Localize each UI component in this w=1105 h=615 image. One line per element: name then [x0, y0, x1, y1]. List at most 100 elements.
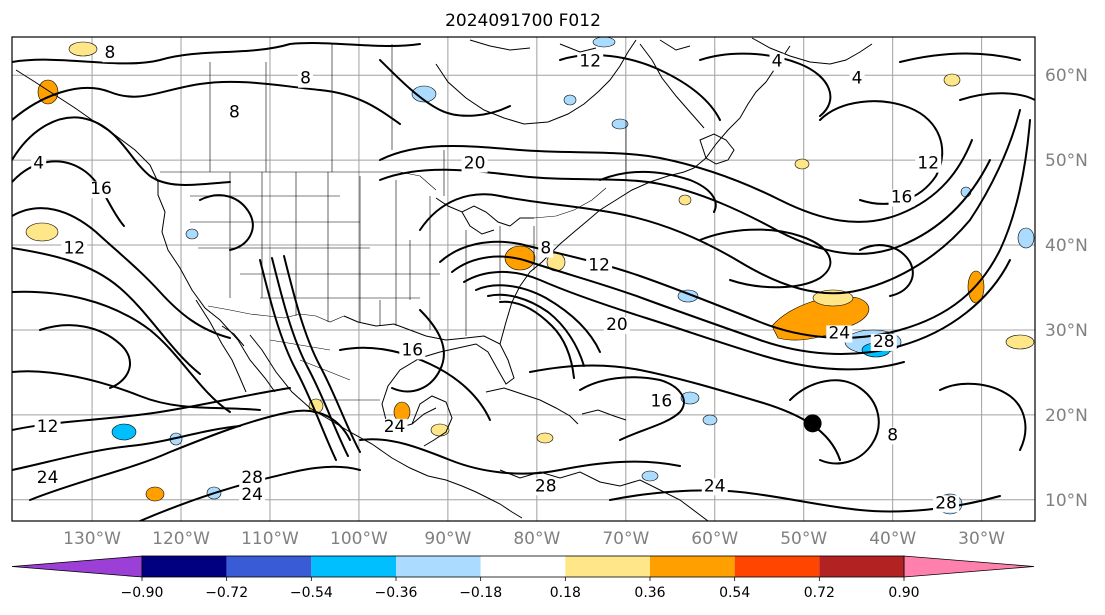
coastline-us-east [499, 167, 695, 345]
shade-positive-patch [1005, 334, 1035, 350]
contour-line [439, 119, 1031, 339]
lon-tick-label: 130°W [63, 529, 121, 549]
contour-label: 12 [37, 417, 59, 437]
shade-negative-patch [677, 289, 699, 303]
colorbar-tick-label: 0.36 [634, 585, 665, 601]
lon-tick-label: 80°W [513, 529, 560, 549]
shade-positive-band [771, 296, 870, 341]
shade-positive-patch [430, 423, 450, 437]
contour-line [12, 290, 231, 413]
contour-line [487, 293, 585, 367]
contour-label: 16 [90, 179, 112, 199]
shade-negative-patch [111, 423, 137, 441]
shade-positive-patch [794, 158, 810, 170]
coastline-pacific-northwest [15, 69, 276, 393]
shade-negative-patch [185, 228, 199, 240]
colorbar-over-extension [903, 555, 1035, 578]
contour-label-halo [849, 70, 865, 88]
colorbar-swatch [396, 556, 481, 577]
border-mexico-states [269, 339, 380, 401]
latitude-labels: 60°N 50°N 40°N 30°N 20°N 10°N [1045, 66, 1088, 511]
contour-line [379, 139, 973, 223]
contour-label: 4 [772, 52, 783, 72]
border-canada-provinces [209, 44, 627, 196]
colorbar-swatch [226, 556, 312, 577]
shade-positive-patch [68, 41, 98, 57]
contour-label-halo [701, 478, 728, 496]
border-us-canada [160, 171, 607, 219]
contour-line [899, 52, 1035, 101]
colorbar-tick-label: −0.18 [459, 585, 502, 601]
contour-line [609, 489, 1001, 513]
contour-label: 16 [891, 188, 913, 208]
contour-label: 8 [229, 103, 240, 123]
storm-marker [803, 414, 822, 433]
colorbar-swatch [565, 556, 650, 577]
contour-line [699, 228, 832, 289]
contour-label: 12 [588, 256, 610, 276]
contour-label: 12 [63, 239, 85, 259]
contour-line [359, 438, 681, 475]
colorbar-swatch [480, 556, 566, 577]
colorbar-swatch [819, 556, 904, 577]
colorbar-tick-label: 0.18 [550, 585, 581, 601]
contour-line [419, 109, 1021, 295]
contour-line [475, 284, 601, 353]
shade-positive-patch [145, 486, 165, 502]
lon-tick-label: 120°W [152, 529, 210, 549]
lat-tick-label: 40°N [1045, 236, 1088, 256]
lon-tick-label: 90°W [424, 529, 471, 549]
colorbar-under-extension [11, 555, 143, 578]
coastline-hispaniola [581, 409, 627, 421]
contour-label-halo [603, 316, 630, 334]
contour-line [379, 59, 511, 117]
shade-negative-patch [563, 94, 577, 106]
storm-center-dot [803, 414, 822, 433]
contour-line [12, 160, 125, 227]
shade-positive-patch [25, 222, 59, 242]
contour-label-halo [826, 325, 853, 343]
contour-label-halo [769, 53, 785, 71]
contour-line [39, 324, 131, 389]
contour-label: 16 [651, 391, 673, 411]
contour-label-halo [888, 189, 915, 207]
contour-line [12, 247, 201, 375]
coastline-labrador [639, 43, 705, 129]
contour-label-halo [61, 240, 88, 258]
colorbar-swatch [650, 556, 735, 577]
contour-label: 24 [241, 485, 263, 505]
contour-label-halo [399, 342, 426, 360]
lat-tick-label: 50°N [1045, 151, 1088, 171]
lon-tick-label: 100°W [330, 529, 388, 549]
lat-tick-label: 30°N [1045, 321, 1088, 341]
shaded-anomaly-fields [25, 37, 1035, 515]
contour-label: 8 [104, 43, 115, 63]
contour-line [259, 259, 337, 461]
map-background [12, 37, 1035, 521]
contour-label-halo [586, 257, 613, 275]
contour-line [463, 271, 905, 371]
contour-label-halo [461, 155, 488, 173]
contour-label-halo [885, 427, 901, 445]
contour-label-halo [381, 418, 408, 436]
colorbar-tick-label: 0.72 [804, 585, 835, 601]
colorbar-tick-label: −0.90 [121, 585, 164, 601]
contour-label: 20 [606, 315, 628, 335]
lon-tick-label: 110°W [241, 529, 299, 549]
contour-label: 8 [887, 425, 898, 445]
contour-label-halo [226, 104, 242, 122]
contour-label: 24 [828, 323, 850, 343]
colorbar-frame [141, 555, 905, 578]
contour-label-halo [538, 240, 554, 258]
contour-label-halo [34, 469, 61, 487]
coastline-hudson-bay [435, 39, 637, 125]
shade-negative-patch [611, 118, 629, 130]
contour-label: 12 [579, 52, 601, 72]
contour-label: 28 [935, 493, 957, 513]
colorbar-tick-label: 0.90 [888, 585, 919, 601]
lon-tick-label: 50°W [780, 529, 827, 549]
coastline-baja [195, 299, 247, 393]
lat-tick-label: 20°N [1045, 406, 1088, 426]
